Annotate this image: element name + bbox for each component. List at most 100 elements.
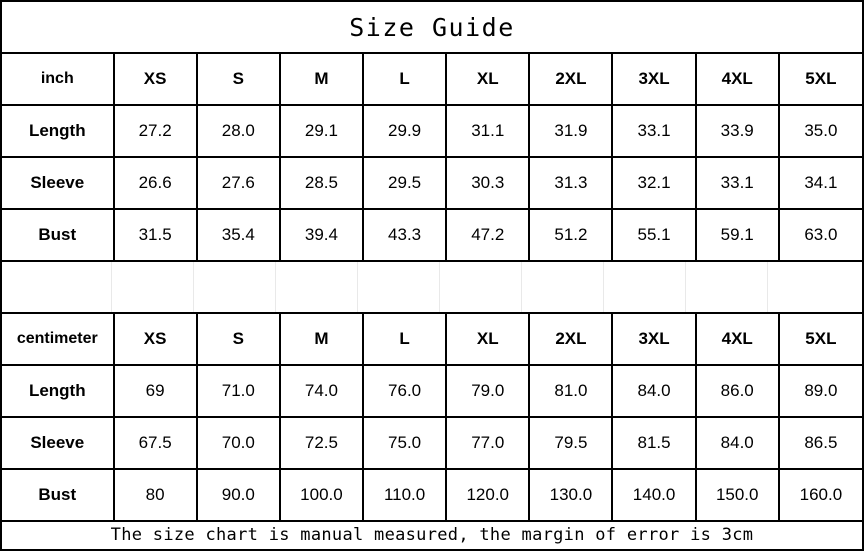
row-label-length-cm: Length	[2, 365, 115, 418]
cell-inch-sleeve-xl: 30.3	[446, 157, 531, 210]
spacer-cell	[194, 262, 276, 312]
cell-inch-length-2xl: 31.9	[529, 105, 614, 158]
cell-inch-length-l: 29.9	[363, 105, 448, 158]
size-header-cm-s: S	[196, 314, 281, 366]
footer-note-row: The size chart is manual measured, the m…	[2, 520, 862, 549]
spacer-cell	[604, 262, 686, 312]
cell-cm-bust-l: 110.0	[363, 469, 448, 520]
unit-header-centimeter: centimeter	[2, 314, 115, 366]
cell-cm-sleeve-5xl: 86.5	[778, 417, 862, 470]
centimeter-table: centimeter XS S M L XL 2XL 3XL 4XL 5XL L…	[2, 314, 862, 520]
row-label-sleeve-inch: Sleeve	[2, 157, 115, 210]
cell-cm-length-s: 71.0	[196, 365, 281, 418]
cell-cm-sleeve-3xl: 81.5	[612, 417, 697, 470]
cell-cm-length-xs: 69	[113, 365, 198, 418]
cell-inch-sleeve-m: 28.5	[279, 157, 365, 210]
cell-inch-length-s: 28.0	[196, 105, 281, 158]
cell-cm-bust-m: 100.0	[279, 469, 365, 520]
cell-inch-bust-5xl: 63.0	[804, 225, 838, 244]
cell-cm-sleeve-s: 70.0	[196, 417, 281, 470]
size-header-cm-m: M	[279, 314, 365, 366]
size-header-5xl: 5XL	[778, 54, 862, 106]
page-title: Size Guide	[349, 12, 515, 42]
row-label-length-inch: Length	[2, 105, 115, 158]
size-header-cm-xl: XL	[446, 314, 531, 366]
cell-inch-bust-xl: 47.2	[446, 209, 531, 260]
title-row: Size Guide	[2, 2, 862, 54]
table-row: Length 27.2 28.0 29.1 29.9 31.1 31.9 33.…	[2, 105, 862, 158]
cell-inch-length-3xl: 33.1	[612, 105, 697, 158]
cell-inch-bust-4xl: 59.1	[695, 209, 780, 260]
cell-inch-bust-xs: 31.5	[113, 209, 198, 260]
cell-inch-bust-3xl: 55.1	[612, 209, 697, 260]
size-header-xl: XL	[446, 54, 531, 106]
cell-cm-length-m: 74.0	[279, 365, 365, 418]
size-header-xs: XS	[113, 54, 198, 106]
spacer-cell	[358, 262, 440, 312]
cell-cm-sleeve-4xl: 84.0	[695, 417, 780, 470]
size-header-cm-3xl: 3XL	[612, 314, 697, 366]
size-header-m: M	[279, 54, 365, 106]
spacer-cell	[276, 262, 358, 312]
cell-inch-sleeve-4xl: 33.1	[695, 157, 780, 210]
cell-inch-sleeve-l: 29.5	[363, 157, 448, 210]
cell-cm-length-5xl: 89.0	[778, 365, 862, 418]
cell-inch-sleeve-s: 27.6	[196, 157, 281, 210]
cell-cm-length-3xl: 84.0	[612, 365, 697, 418]
cell-inch-sleeve-3xl: 32.1	[612, 157, 697, 210]
size-header-cm-l: L	[363, 314, 448, 366]
section-spacer-row	[2, 262, 862, 314]
cell-inch-bust-m: 39.4	[279, 209, 365, 260]
cell-cm-bust-5xl: 160.0	[799, 485, 843, 504]
size-header-l: L	[363, 54, 448, 106]
cell-cm-bust-xs: 80	[113, 469, 198, 520]
cell-inch-length-5xl: 35.0	[778, 105, 862, 158]
table-header-row-inch: inch XS S M L XL 2XL 3XL 4XL 5XL	[2, 54, 862, 106]
table-header-row-centimeter: centimeter XS S M L XL 2XL 3XL 4XL 5XL	[2, 314, 862, 366]
inch-table: inch XS S M L XL 2XL 3XL 4XL 5XL Length …	[2, 54, 862, 260]
size-header-2xl: 2XL	[529, 54, 614, 106]
cell-cm-sleeve-xs: 67.5	[113, 417, 198, 470]
cell-cm-length-4xl: 86.0	[695, 365, 780, 418]
cell-inch-length-xs: 27.2	[113, 105, 198, 158]
unit-header-inch: inch	[2, 54, 115, 106]
measurement-disclaimer: The size chart is manual measured, the m…	[110, 525, 754, 545]
cell-cm-length-l: 76.0	[363, 365, 448, 418]
cell-inch-bust-l: 43.3	[363, 209, 448, 260]
row-label-bust-inch: Bust	[2, 209, 115, 260]
row-label-sleeve-cm: Sleeve	[2, 417, 115, 470]
size-header-4xl: 4XL	[695, 54, 780, 106]
size-header-cm-4xl: 4XL	[695, 314, 780, 366]
table-row: Bust 80 90.0 100.0 110.0 120.0 130.0 140…	[2, 469, 862, 520]
table-row: Length 69 71.0 74.0 76.0 79.0 81.0 84.0 …	[2, 365, 862, 418]
cell-cm-sleeve-m: 72.5	[279, 417, 365, 470]
cell-cm-bust-3xl: 140.0	[612, 469, 697, 520]
cell-inch-sleeve-5xl: 34.1	[778, 157, 862, 210]
size-header-3xl: 3XL	[612, 54, 697, 106]
cell-cm-bust-2xl: 130.0	[529, 469, 614, 520]
size-header-cm-2xl: 2XL	[529, 314, 614, 366]
inch-measurement-block: inch XS S M L XL 2XL 3XL 4XL 5XL Length …	[2, 54, 862, 262]
cell-inch-length-4xl: 33.9	[695, 105, 780, 158]
cell-inch-length-xl: 31.1	[446, 105, 531, 158]
table-row: Sleeve 67.5 70.0 72.5 75.0 77.0 79.5 81.…	[2, 417, 862, 470]
row-label-bust-cm: Bust	[2, 469, 115, 520]
cell-cm-sleeve-2xl: 79.5	[529, 417, 614, 470]
cell-inch-sleeve-2xl: 31.3	[529, 157, 614, 210]
size-header-cm-5xl: 5XL	[778, 314, 862, 366]
table-row: Sleeve 26.6 27.6 28.5 29.5 30.3 31.3 32.…	[2, 157, 862, 210]
spacer-cell	[522, 262, 604, 312]
size-header-cm-xs: XS	[113, 314, 198, 366]
spacer-cell	[2, 262, 112, 312]
cell-cm-bust-4xl: 150.0	[695, 469, 780, 520]
cell-cm-sleeve-xl: 77.0	[446, 417, 531, 470]
cell-cm-length-2xl: 81.0	[529, 365, 614, 418]
table-row: Bust 31.5 35.4 39.4 43.3 47.2 51.2 55.1 …	[2, 209, 862, 260]
size-header-s: S	[196, 54, 281, 106]
centimeter-measurement-block: centimeter XS S M L XL 2XL 3XL 4XL 5XL L…	[2, 314, 862, 520]
cell-inch-bust-s: 35.4	[196, 209, 281, 260]
cell-inch-sleeve-xs: 26.6	[113, 157, 198, 210]
spacer-cell	[440, 262, 522, 312]
cell-cm-length-xl: 79.0	[446, 365, 531, 418]
